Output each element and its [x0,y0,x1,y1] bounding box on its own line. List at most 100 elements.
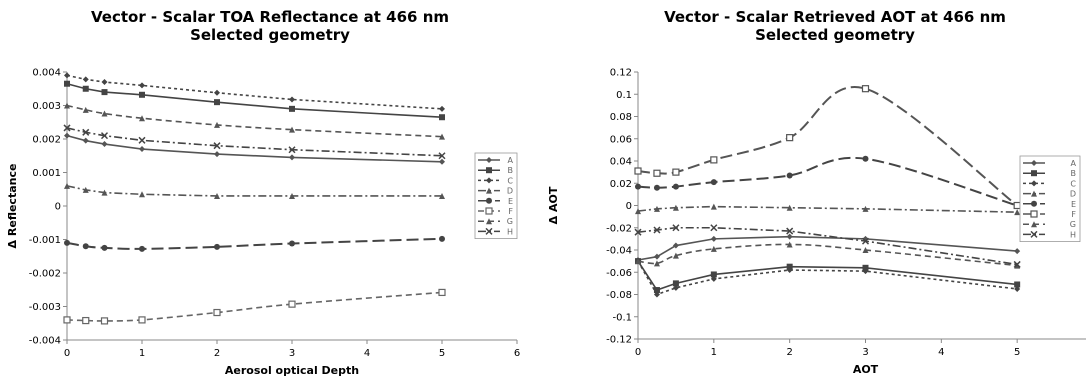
chart1-data-point [1013,260,1021,268]
chart1-data-point [1014,285,1021,292]
chart0-series-G [64,102,445,140]
chart1-data-point [710,179,717,186]
chart0-data-point [100,317,109,325]
chart0-series-line [66,104,443,138]
chart0-data-point [214,121,220,128]
chart0-data-point [82,243,89,250]
chart0-data-point [138,136,146,144]
chart0-series-B [64,80,445,121]
chart0-y-tick-label: 0.001 [32,168,61,179]
chart0-series-H [63,124,446,160]
chart0-legend-label: A [508,156,514,165]
chart1-data-point [1013,201,1021,210]
chart0-data-point [288,146,296,154]
chart1-legend-marker [1031,180,1037,187]
chart0-data-point [101,244,108,251]
chart0-x-tick-label: 0 [64,348,70,359]
chart0-x-tick-label: 6 [514,348,520,359]
chart0-data-point [139,82,145,89]
chart0-data-point [82,186,89,193]
chart0-data-point [139,115,145,122]
chart1-data-point [786,267,793,274]
chart0-y-axis-title: Δ Reflectance [6,164,19,249]
chart1-y-tick-label: -0.06 [606,268,632,279]
chart0-series-line [66,127,443,157]
chart1-legend-label: G [1070,220,1076,229]
chart1-legend-label: D [1070,190,1076,199]
chart1-data-point [861,85,870,93]
right-chart-title-block: Vector - Scalar Retrieved AOT at 466 nm … [615,8,1055,44]
chart0-data-point [139,245,145,252]
chart0-data-point [63,316,71,324]
chart0-y-tick-label: -0.004 [29,336,61,347]
chart0-data-point [64,72,70,79]
chart1-x-tick-label: 3 [862,347,868,358]
chart1-legend-label: H [1070,230,1076,239]
chart0-x-tick-label: 5 [439,348,445,359]
chart1-data-point [710,203,717,210]
chart1-data-point [672,280,679,287]
chart0-y-tick-label: 0.004 [32,68,61,79]
chart0-legend-label: D [507,187,513,196]
chart0-data-point [439,158,445,165]
chart0-data-point [438,288,446,297]
chart0-data-point [438,152,446,160]
chart1-legend-marker [1030,210,1038,218]
left-chart-subtitle: Selected geometry [190,26,350,44]
chart0-data-point [214,243,220,250]
chart1-series-line [637,156,1018,207]
chart1-legend-marker [1031,221,1037,228]
chart0-data-point [213,142,221,150]
chart1-data-point [710,275,717,282]
chart1-data-point [786,134,794,142]
chart0-data-point [289,105,295,112]
chart0-x-tick-label: 3 [289,348,295,359]
chart1-series-line [637,205,1018,213]
chart0-y-tick-label: 0 [55,202,61,213]
chart0-legend-label: H [507,227,513,236]
left-chart-title-block: Vector - Scalar TOA Reflectance at 466 n… [50,8,490,44]
left-chart-title: Vector - Scalar TOA Reflectance at 466 n… [90,8,450,26]
chart1-data-point [786,172,793,179]
chart0-data-point [289,126,295,133]
chart1-data-point [710,245,717,252]
chart0-data-point [64,132,70,139]
chart1-data-point [862,247,869,253]
chart0-data-point [82,128,90,136]
chart0-series-E [64,235,445,252]
chart0-data-point [214,89,220,96]
chart0-legend-marker [486,157,492,163]
chart0-series-line [66,134,443,163]
chart0-y-tick-label: 0.002 [32,135,61,146]
chart0-data-point [439,114,445,121]
chart1-series-A [635,233,1021,264]
chart1-data-point [861,237,870,245]
chart1-y-tick-label: -0.02 [606,223,632,234]
chart1-series-E [635,155,1021,209]
chart0-legend-marker [485,207,493,215]
chart0-series-C [64,72,445,112]
chart1-y-tick-label: 0.12 [610,68,632,79]
chart1-data-point [710,156,718,164]
chart0-data-point [82,316,90,325]
chart1-data-point [672,183,679,190]
chart1-x-tick-label: 1 [711,347,717,358]
chart1-y-tick-label: 0.08 [610,112,632,123]
chart1-legend-marker [1031,190,1037,197]
chart1-y-tick-label: 0.04 [610,157,632,168]
chart1-legend-marker [1030,230,1038,238]
chart0-legend-label: B [508,166,514,175]
chart1-y-tick-label: 0.06 [610,134,632,145]
chart0-y-tick-label: 0.003 [32,101,61,112]
chart0-data-point [64,80,70,87]
chart1-x-tick-label: 0 [635,347,641,358]
chart1-legend-label: A [1071,159,1077,168]
chart1-data-point [635,258,641,265]
chart1-data-point [672,168,680,176]
chart0-data-point [139,91,145,98]
chart0-legend-label: G [507,217,513,226]
chart0-data-point [139,146,145,153]
chart0-data-point [64,182,70,189]
